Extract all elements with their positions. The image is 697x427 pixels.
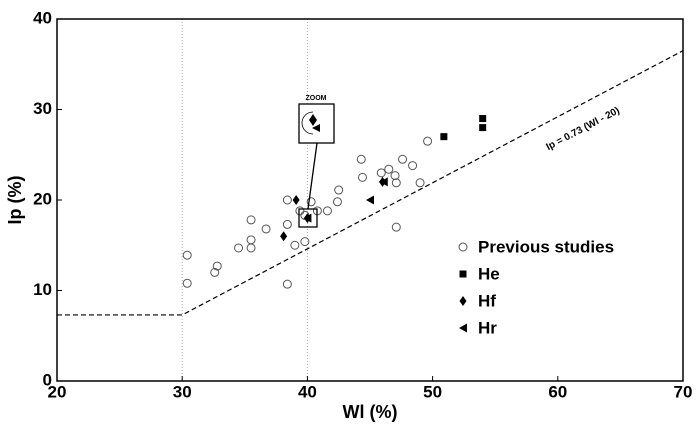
point [398, 154, 408, 164]
point [415, 178, 425, 188]
zoom-diamond [309, 114, 317, 126]
point [479, 115, 487, 123]
x-tick-label: 20 [48, 382, 67, 401]
annotation: Ip = 0.73 (Wl - 20) [544, 105, 621, 153]
point [234, 243, 244, 253]
x-tick-label: 40 [298, 382, 317, 401]
point [423, 136, 433, 146]
point [303, 213, 312, 223]
point [306, 197, 316, 207]
point [246, 235, 256, 245]
point [357, 172, 367, 182]
y-tick-label: 10 [33, 280, 52, 299]
point [366, 195, 374, 205]
x-axis-label: Wl (%) [343, 402, 398, 422]
point [292, 195, 300, 205]
point [479, 124, 487, 132]
reference-line [57, 50, 684, 316]
x-tick-label: 50 [423, 382, 442, 401]
point [295, 206, 305, 216]
legend-marker [458, 242, 468, 252]
legend-marker [459, 270, 467, 278]
legend-label: Previous studies [478, 237, 614, 256]
point [282, 279, 292, 289]
y-axis-label: Ip (%) [5, 176, 25, 225]
point [408, 161, 418, 171]
point [300, 237, 310, 247]
zoom-label: ZOOM [306, 95, 327, 102]
point [246, 215, 256, 225]
y-tick-label: 30 [33, 99, 52, 118]
point [282, 219, 292, 229]
point [384, 164, 394, 174]
point [391, 222, 401, 232]
point [210, 267, 220, 277]
point [332, 197, 342, 207]
point [379, 177, 388, 187]
point [282, 195, 292, 205]
x-tick-label: 30 [173, 382, 192, 401]
zoom-triangle [312, 124, 320, 132]
point [334, 185, 344, 195]
zoom-inset: ZOOM [298, 95, 335, 228]
zoom-connector [307, 142, 318, 210]
point [376, 168, 386, 178]
y-tick-label: 20 [33, 189, 52, 208]
legend-marker [459, 323, 467, 333]
point [280, 231, 288, 242]
point [322, 206, 332, 216]
y-tick-label: 40 [33, 8, 52, 27]
x-tick-label: 60 [548, 382, 567, 401]
point [182, 250, 192, 260]
point [212, 261, 222, 271]
legend-label: Hr [478, 318, 497, 337]
point [261, 224, 271, 234]
zoom-box [298, 103, 335, 144]
x-tick-label: 70 [674, 382, 693, 401]
plot: 20 30 40 50 60 70 0 10 20 30 40 Ip = 0.73 (Wl - 20)… [33, 8, 692, 401]
legend-label: He [478, 264, 500, 283]
point [440, 133, 448, 141]
legend-label: Hf [478, 291, 496, 310]
point [390, 171, 400, 181]
zoom-circle [301, 111, 314, 135]
point [290, 240, 300, 250]
legend-marker [459, 296, 467, 306]
y-tick-label: 0 [43, 370, 52, 389]
plot-frame [56, 18, 684, 382]
point [391, 178, 401, 188]
point [182, 278, 192, 288]
point [246, 243, 256, 253]
point [356, 154, 366, 164]
